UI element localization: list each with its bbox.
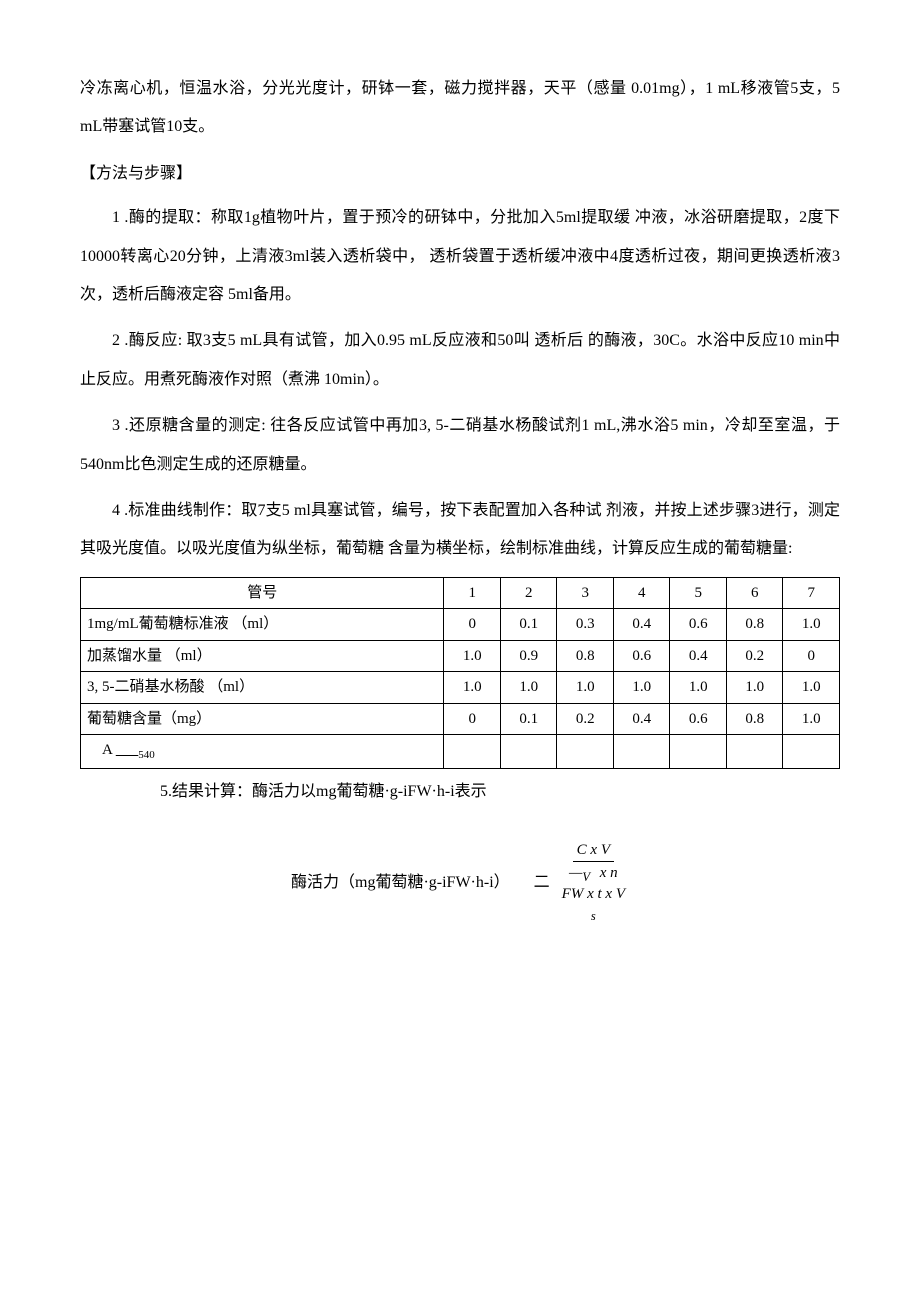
equipment-paragraph: 冷冻离心机，恒温水浴，分光光度计，研钵一套，磁力搅拌器，天平（感量 0.01mg… — [80, 70, 840, 147]
standard-curve-table: 管号 1 2 3 4 5 6 7 1mg/mL葡萄糖标准液 （ml） 0 0.1… — [80, 577, 840, 769]
table-row: 葡萄糖含量（mg） 0 0.1 0.2 0.4 0.6 0.8 1.0 — [81, 703, 840, 735]
table-cell: 0.4 — [670, 640, 727, 672]
row-label: 3, 5-二硝基水杨酸 （ml） — [81, 672, 444, 704]
step-2: 2 .酶反应: 取3支5 mL具有试管，加入0.95 mL反应液和50叫 透析后… — [80, 322, 840, 399]
table-cell: 0.6 — [670, 703, 727, 735]
table-cell: 0 — [783, 640, 840, 672]
formula-denom-line: FW x t x V — [562, 886, 625, 902]
table-cell: 0.4 — [613, 703, 670, 735]
table-cell: 0 — [444, 609, 501, 641]
table-cell: 0.2 — [726, 640, 783, 672]
table-cell: 0.6 — [670, 609, 727, 641]
table-cell — [557, 735, 614, 769]
table-cell: 1.0 — [783, 609, 840, 641]
table-cell: 1.0 — [783, 703, 840, 735]
formula-denom-dash: — — [569, 865, 582, 881]
table-cell — [670, 735, 727, 769]
formula-eq: 二 — [534, 873, 550, 892]
table-cell: 1.0 — [444, 640, 501, 672]
row-label-a540: A 540 — [81, 735, 444, 769]
table-row: 加蒸馏水量 （ml） 1.0 0.9 0.8 0.6 0.4 0.2 0 — [81, 640, 840, 672]
table-cell: 1.0 — [726, 672, 783, 704]
row-label: 加蒸馏水量 （ml） — [81, 640, 444, 672]
step-1: 1 .酶的提取：称取1g植物叶片，置于预冷的研钵中，分批加入5ml提取缓 冲液，… — [80, 199, 840, 314]
table-cell: 1.0 — [444, 672, 501, 704]
table-row: A 540 — [81, 735, 840, 769]
table-cell: 1.0 — [613, 672, 670, 704]
table-row: 3, 5-二硝基水杨酸 （ml） 1.0 1.0 1.0 1.0 1.0 1.0… — [81, 672, 840, 704]
table-cell: 1.0 — [500, 672, 557, 704]
step-3: 3 .还原糖含量的测定: 往各反应试管中再加3, 5-二硝基水杨酸试剂1 mL,… — [80, 407, 840, 484]
col-header: 1 — [444, 577, 501, 609]
col-header: 6 — [726, 577, 783, 609]
table-cell — [726, 735, 783, 769]
a540-sub: 540 — [138, 749, 155, 761]
table-cell: 0.1 — [500, 703, 557, 735]
table-cell: 0.3 — [557, 609, 614, 641]
step-4: 4 .标准曲线制作：取7支5 ml具塞试管，编号，按下表配置加入各种试 剂液，并… — [80, 492, 840, 569]
table-row: 1mg/mL葡萄糖标准液 （ml） 0 0.1 0.3 0.4 0.6 0.8 … — [81, 609, 840, 641]
table-cell: 0.8 — [726, 703, 783, 735]
table-cell: 0.2 — [557, 703, 614, 735]
table-cell — [613, 735, 670, 769]
formula-denominator: —V x n FW x t x V s — [558, 862, 629, 924]
col-header: 5 — [670, 577, 727, 609]
table-cell: 1.0 — [557, 672, 614, 704]
table-cell: 0.9 — [500, 640, 557, 672]
formula-fraction: C x V —V x n FW x t x V s — [558, 841, 629, 924]
table-cell: 0.8 — [557, 640, 614, 672]
formula-label: 酶活力（mg葡萄糖·g-iFW·h-i） — [291, 873, 510, 892]
formula-numerator: C x V — [573, 841, 614, 862]
formula-denom-sub2: s — [591, 909, 596, 923]
col-header: 4 — [613, 577, 670, 609]
table-header-row: 管号 1 2 3 4 5 6 7 — [81, 577, 840, 609]
step-5: 5.结果计算：酶活力以mg葡萄糖·g-iFW·h-i表示 — [80, 773, 840, 811]
table-cell: 0.4 — [613, 609, 670, 641]
a540-a: A — [102, 742, 112, 758]
col-header: 7 — [783, 577, 840, 609]
table-cell: 0 — [444, 703, 501, 735]
col-header: 2 — [500, 577, 557, 609]
table-cell: 1.0 — [783, 672, 840, 704]
col-header: 管号 — [81, 577, 444, 609]
table-cell: 0.6 — [613, 640, 670, 672]
method-heading: 【方法与步骤】 — [80, 155, 840, 193]
formula-tail: x n — [600, 865, 618, 881]
row-label: 葡萄糖含量（mg） — [81, 703, 444, 735]
enzyme-activity-formula: 酶活力（mg葡萄糖·g-iFW·h-i） 二 C x V —V x n FW x… — [80, 841, 840, 924]
formula-denom-sub: V — [582, 870, 590, 884]
table-cell: 1.0 — [670, 672, 727, 704]
table-cell: 0.1 — [500, 609, 557, 641]
table-cell — [783, 735, 840, 769]
table-cell — [500, 735, 557, 769]
table-cell — [444, 735, 501, 769]
col-header: 3 — [557, 577, 614, 609]
row-label: 1mg/mL葡萄糖标准液 （ml） — [81, 609, 444, 641]
table-cell: 0.8 — [726, 609, 783, 641]
